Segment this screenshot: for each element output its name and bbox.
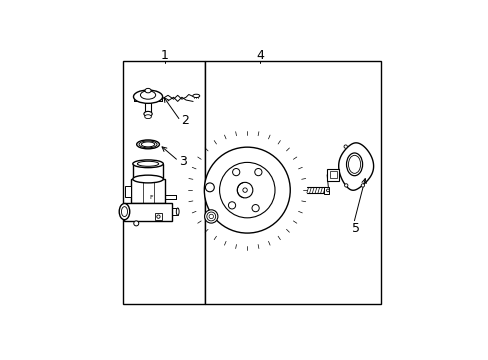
Circle shape [232, 168, 239, 176]
Text: 3: 3 [179, 154, 186, 167]
Circle shape [203, 147, 290, 234]
Ellipse shape [140, 91, 155, 99]
Ellipse shape [143, 111, 152, 116]
Circle shape [344, 184, 347, 187]
Ellipse shape [145, 89, 151, 93]
Circle shape [191, 135, 302, 246]
Text: F: F [149, 194, 152, 199]
Ellipse shape [139, 141, 157, 148]
Circle shape [228, 202, 235, 209]
Bar [124, 203, 171, 221]
Circle shape [204, 210, 218, 223]
Bar [329, 171, 336, 179]
Text: 4: 4 [256, 49, 264, 62]
Text: 1: 1 [161, 49, 168, 62]
Circle shape [344, 145, 346, 148]
Bar [133, 203, 139, 206]
Ellipse shape [137, 161, 159, 166]
Bar [155, 213, 162, 220]
Circle shape [251, 204, 259, 212]
Ellipse shape [137, 140, 159, 149]
Bar [324, 186, 328, 194]
Ellipse shape [176, 208, 179, 215]
Ellipse shape [144, 115, 151, 118]
Circle shape [326, 189, 328, 192]
Circle shape [243, 188, 247, 192]
Circle shape [219, 162, 274, 218]
Circle shape [237, 183, 252, 198]
Circle shape [204, 147, 290, 233]
Circle shape [208, 214, 213, 219]
Circle shape [187, 131, 306, 250]
Ellipse shape [119, 203, 129, 220]
Text: 2: 2 [181, 114, 189, 127]
Ellipse shape [133, 175, 163, 183]
Bar [123, 61, 204, 304]
Bar [125, 186, 131, 197]
Text: 5: 5 [351, 222, 359, 235]
Circle shape [196, 139, 298, 242]
Circle shape [361, 184, 364, 187]
Bar [204, 61, 380, 304]
Ellipse shape [141, 142, 154, 147]
Ellipse shape [133, 160, 163, 168]
Ellipse shape [133, 90, 163, 103]
Ellipse shape [121, 207, 127, 217]
Circle shape [200, 143, 294, 237]
Ellipse shape [346, 153, 362, 176]
Circle shape [205, 183, 214, 192]
Ellipse shape [192, 94, 199, 98]
Bar [131, 179, 164, 203]
Circle shape [134, 221, 139, 226]
Circle shape [157, 215, 160, 218]
Polygon shape [338, 143, 373, 190]
Circle shape [254, 168, 262, 176]
Ellipse shape [348, 155, 360, 174]
Circle shape [206, 212, 215, 221]
Bar [326, 169, 339, 181]
